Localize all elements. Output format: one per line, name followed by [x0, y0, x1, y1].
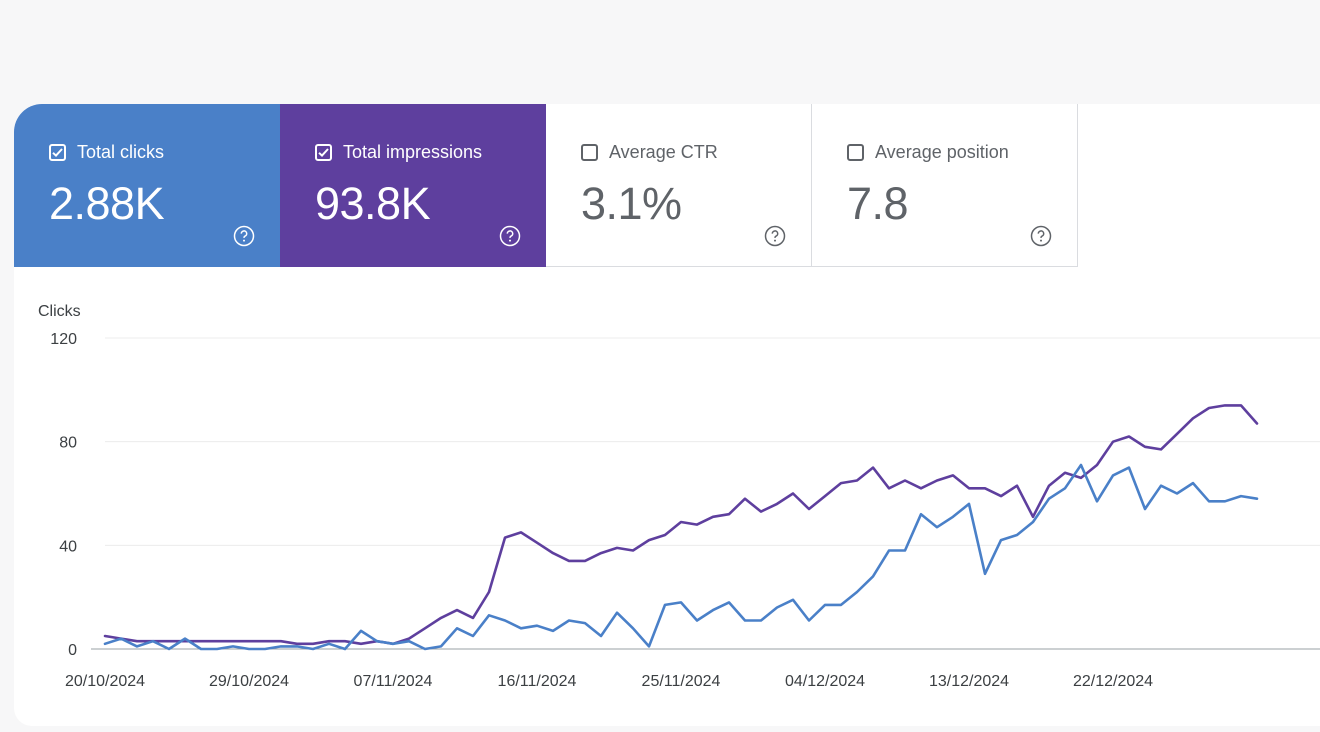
metric-label: Total impressions — [343, 142, 483, 162]
metric-label: Total clicks — [77, 142, 165, 162]
y-tick-label: 40 — [59, 538, 77, 555]
metric-header: Total clicks — [49, 142, 164, 163]
help-icon[interactable] — [499, 225, 521, 247]
series-line-total-clicks — [103, 463, 1259, 651]
x-tick-label: 04/12/2024 — [785, 673, 865, 690]
metric-value: 3.1% — [581, 178, 682, 229]
chart-svg: 0 40 80 120 20/10/2024 29/10/2024 07/11/2024 16… — [50, 331, 1320, 690]
metric-value: 7.8 — [847, 178, 909, 229]
x-tick-label: 07/11/2024 — [354, 673, 433, 690]
metric-total-impressions[interactable]: Total impressions 93.8K — [280, 104, 546, 267]
x-tick-label: 25/11/2024 — [642, 673, 721, 690]
y-tick-label: 80 — [59, 435, 77, 452]
metric-total-clicks[interactable]: Total clicks 2.88K — [14, 104, 280, 267]
x-tick-label: 16/11/2024 — [498, 673, 577, 690]
metric-tabs: Total clicks 2.88K Total impressions 93.… — [14, 104, 1078, 267]
performance-chart: Clicks 0 40 80 120 20/10/2024 29/10/2024 07/11… — [14, 267, 1320, 726]
series-line-total-impressions — [103, 404, 1259, 646]
metric-header: Total impressions — [315, 142, 482, 163]
x-tick-label: 20/10/2024 — [65, 673, 145, 690]
checkbox-unchecked-icon[interactable] — [847, 144, 864, 161]
y-tick-label: 0 — [68, 642, 77, 659]
metric-label: Average CTR — [609, 142, 718, 162]
performance-card: Total clicks 2.88K Total impressions 93.… — [14, 104, 1320, 726]
help-icon[interactable] — [233, 225, 255, 247]
help-icon[interactable] — [764, 225, 786, 247]
y-tick-label: 120 — [50, 331, 77, 348]
metric-average-ctr[interactable]: Average CTR 3.1% — [546, 104, 812, 267]
metric-value: 2.88K — [49, 178, 165, 229]
x-tick-label: 13/12/2024 — [929, 673, 1009, 690]
metric-value: 93.8K — [315, 178, 431, 229]
checkbox-checked-icon[interactable] — [315, 144, 332, 161]
metric-header: Average CTR — [581, 142, 718, 163]
x-tick-label: 22/12/2024 — [1073, 673, 1153, 690]
metric-header: Average position — [847, 142, 1009, 163]
checkbox-unchecked-icon[interactable] — [581, 144, 598, 161]
help-icon[interactable] — [1030, 225, 1052, 247]
x-tick-label: 29/10/2024 — [209, 673, 289, 690]
metric-average-position[interactable]: Average position 7.8 — [812, 104, 1078, 267]
checkbox-checked-icon[interactable] — [49, 144, 66, 161]
y-axis-title: Clicks — [38, 303, 81, 320]
metric-label: Average position — [875, 142, 1009, 162]
